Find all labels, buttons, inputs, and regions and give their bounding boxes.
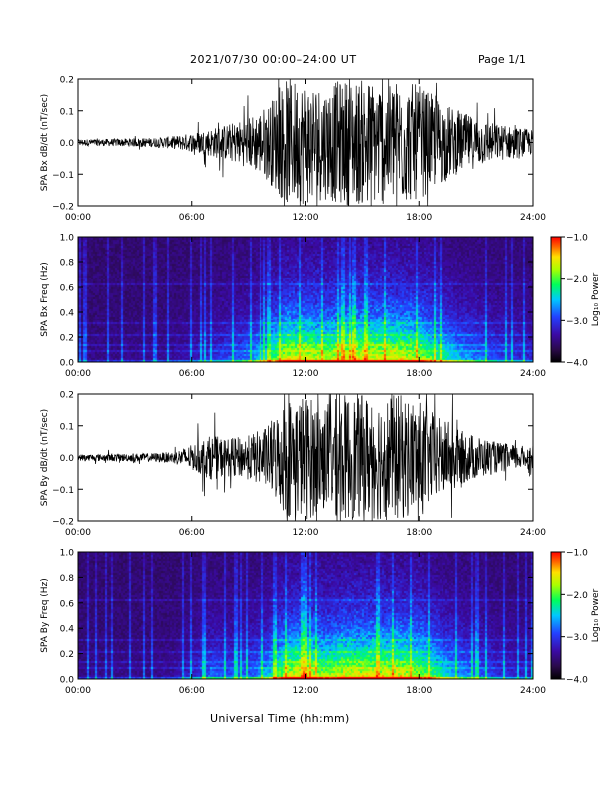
y-axis-label: SPA Bx dB/dt (nT/sec) [40, 94, 50, 191]
colorbar-label: Log₁₀ Power [591, 589, 601, 643]
x-tick-label: 00:00 [65, 213, 91, 223]
y-tick-label: 0.0 [60, 454, 75, 464]
x-tick-label: 06:00 [179, 686, 205, 696]
colorbar-tick-label: −4.0 [566, 359, 588, 369]
y-tick-label: 1.0 [60, 234, 75, 244]
colorbar-tick-label: −2.0 [566, 591, 588, 601]
y-tick-label: −0.1 [52, 486, 74, 496]
page-number: Page 1/1 [478, 53, 526, 66]
y-tick-label: 0.2 [60, 650, 74, 660]
signal-trace [77, 78, 534, 207]
y-tick-label: 0.8 [60, 574, 75, 584]
plot-frame [77, 78, 534, 207]
y-tick-label: −0.2 [52, 518, 74, 528]
x-tick-label: 00:00 [65, 686, 91, 696]
x-tick-label: 18:00 [406, 528, 432, 538]
y-tick-label: 0.6 [60, 599, 75, 609]
spectrogram-heatmap [78, 552, 533, 679]
x-tick-label: 18:00 [406, 369, 432, 379]
y-axis-label: SPA Bx Freq (Hz) [40, 262, 50, 337]
timeseries-panel-by: 0.2 0.1 0.0 −0.1 −0.200:00 06:00 12:00 18:00 24:… [40, 391, 546, 539]
x-tick-label: 24:00 [520, 213, 546, 223]
x-tick-label: 12:00 [293, 528, 319, 538]
colorbar [550, 551, 562, 680]
plot-frame [77, 236, 534, 363]
colorbar-tick-label: −1.0 [566, 549, 588, 559]
y-tick-label: 0.6 [60, 284, 75, 294]
x-tick-label: 12:00 [293, 213, 319, 223]
y-tick-label: 0.2 [60, 334, 74, 344]
x-tick-label: 24:00 [520, 528, 546, 538]
colorbar-label: Log₁₀ Power [591, 273, 601, 327]
y-tick-label: 0.8 [60, 259, 75, 269]
y-tick-label: 0.0 [60, 359, 75, 369]
x-tick-label: 24:00 [520, 686, 546, 696]
y-tick-label: 0.1 [60, 422, 74, 432]
x-tick-label: 18:00 [406, 213, 432, 223]
x-tick-label: 24:00 [520, 369, 546, 379]
colorbar-tick-label: −1.0 [566, 234, 588, 244]
x-tick-label: 00:00 [65, 528, 91, 538]
x-tick-label: 18:00 [406, 686, 432, 696]
y-tick-label: 0.2 [60, 391, 74, 401]
y-tick-label: 1.0 [60, 549, 75, 559]
x-tick-label: 12:00 [293, 369, 319, 379]
spectrogram-panel-bx-spectrogram: 1.0 0.8 0.6 0.4 0.2 0.000:00 06:00 12:00 18:00 24… [40, 234, 601, 380]
x-tick-label: 06:00 [179, 528, 205, 538]
colorbar-tick-label: −3.0 [566, 317, 588, 327]
y-tick-label: −0.2 [52, 203, 74, 213]
plot-frame [77, 551, 534, 680]
x-tick-label: 06:00 [179, 213, 205, 223]
x-tick-label: 12:00 [293, 686, 319, 696]
y-tick-label: 0.4 [60, 625, 75, 635]
timeseries-panel-bx: 0.2 0.1 0.0 −0.1 −0.200:00 06:00 12:00 18:00 24:… [40, 76, 546, 224]
y-tick-label: −0.1 [52, 171, 74, 181]
colorbar-tick-label: −3.0 [566, 633, 588, 643]
spectrogram-heatmap [78, 237, 533, 362]
y-axis-label: SPA By dB/dt (nT/sec) [40, 409, 50, 506]
y-tick-label: 0.1 [60, 107, 74, 117]
x-tick-label: 06:00 [179, 369, 205, 379]
y-tick-label: 0.0 [60, 139, 75, 149]
spectrogram-panel-by-spectrogram: 1.0 0.8 0.6 0.4 0.2 0.000:00 06:00 12:00 18:00 24… [40, 549, 601, 697]
y-tick-label: 0.2 [60, 76, 74, 86]
y-axis-label: SPA By Freq (Hz) [40, 578, 50, 653]
plot-frame [77, 393, 534, 522]
y-tick-label: 0.4 [60, 309, 75, 319]
colorbar [550, 236, 562, 363]
colorbar-tick-label: −4.0 [566, 676, 588, 686]
x-axis-title: Universal Time (hh:mm) [210, 712, 350, 725]
chart-title: 2021/07/30 00:00–24:00 UT [190, 53, 357, 66]
signal-trace [77, 393, 534, 522]
x-tick-label: 00:00 [65, 369, 91, 379]
y-tick-label: 0.0 [60, 676, 75, 686]
colorbar-tick-label: −2.0 [566, 275, 588, 285]
